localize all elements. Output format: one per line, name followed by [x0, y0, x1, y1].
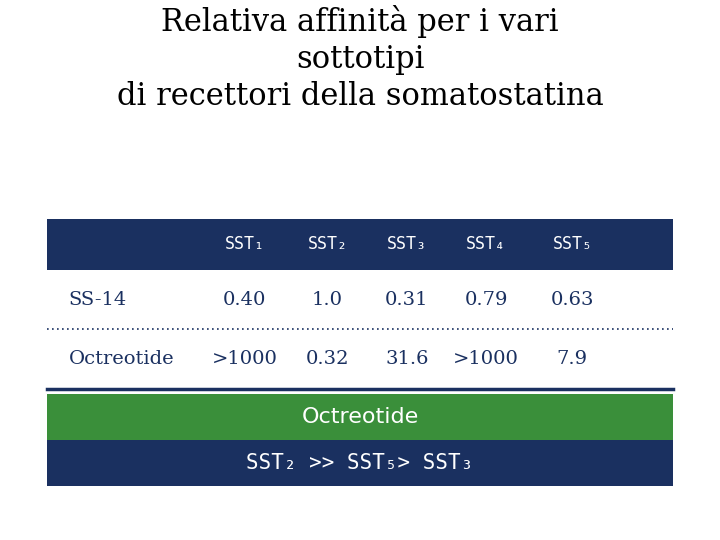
Text: SST₅: SST₅ — [552, 235, 593, 253]
Text: 0.40: 0.40 — [223, 291, 266, 309]
Text: SST₃: SST₃ — [387, 235, 427, 253]
Text: 0.31: 0.31 — [385, 291, 428, 309]
Text: >1000: >1000 — [453, 350, 519, 368]
Text: 0.79: 0.79 — [464, 291, 508, 309]
Text: 1.0: 1.0 — [312, 291, 343, 309]
Text: SST₂ >> SST₅> SST₃: SST₂ >> SST₅> SST₃ — [246, 453, 474, 473]
Text: 0.63: 0.63 — [551, 291, 594, 309]
Text: SS-14: SS-14 — [68, 291, 127, 309]
Text: >1000: >1000 — [212, 350, 278, 368]
Text: SST₂: SST₂ — [307, 235, 348, 253]
FancyBboxPatch shape — [47, 440, 673, 486]
Text: Relativa affinità per i vari
sottotipi
di recettori della somatostatina: Relativa affinità per i vari sottotipi d… — [117, 5, 603, 112]
Text: 31.6: 31.6 — [385, 350, 428, 368]
Text: SST₄: SST₄ — [466, 235, 506, 253]
Text: SST₁: SST₁ — [225, 235, 265, 253]
FancyBboxPatch shape — [47, 219, 673, 270]
FancyBboxPatch shape — [47, 394, 673, 440]
Text: 7.9: 7.9 — [557, 350, 588, 368]
Text: Octreotide: Octreotide — [302, 407, 418, 427]
Text: Octreotide: Octreotide — [68, 350, 174, 368]
Text: 0.32: 0.32 — [306, 350, 349, 368]
